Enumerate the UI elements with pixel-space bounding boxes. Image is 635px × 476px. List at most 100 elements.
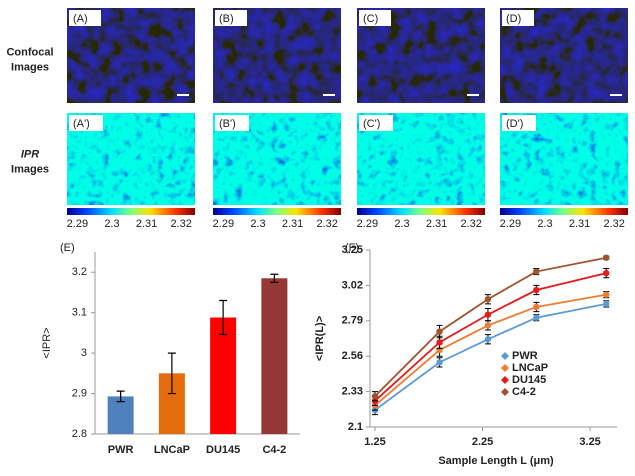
point [533, 314, 540, 321]
point [484, 311, 492, 318]
colorbar-tick-label: 2.31 [282, 218, 303, 230]
panel-label: (B) [219, 13, 234, 25]
y-tick-label: 2.79 [342, 315, 363, 327]
colorbar [357, 208, 485, 215]
panel-label-box [215, 115, 249, 131]
point [533, 286, 540, 294]
colorbar-tick-label: 2.29 [67, 218, 88, 230]
bar [210, 317, 237, 434]
point [533, 303, 540, 311]
colorbar-tick-label: 2.32 [170, 218, 191, 230]
point [603, 291, 610, 298]
colorbar [213, 208, 341, 215]
image-panels: Confocal Images IPR Images (A) (A') 2.29 2.3 2.3… [6, 8, 628, 230]
bar [261, 278, 288, 434]
colorbar-tick-label: 2.29 [500, 218, 521, 230]
panel-label: (C') [363, 118, 380, 130]
legend-marker [501, 352, 509, 360]
panel-label-box [502, 115, 536, 131]
colorbar-tick-label: 2.32 [316, 218, 337, 230]
row-label: Confocal [6, 46, 53, 58]
row-label: Images [11, 163, 49, 175]
panel-label: (F) [345, 242, 359, 254]
point [533, 268, 540, 275]
y-tick-label: 3 [81, 347, 87, 359]
panel-label-box [215, 10, 247, 26]
colorbar-tick-label: 2.31 [136, 218, 157, 230]
point [484, 336, 492, 343]
y-tick-label: 2.1 [348, 421, 363, 433]
x-tick-label: LNCaP [154, 444, 190, 456]
panel-label-box [69, 115, 103, 131]
series-line [374, 272, 607, 402]
x-tick-label: PWR [108, 444, 134, 456]
y-tick-label: 3.02 [342, 279, 363, 291]
colorbar-tick-label: 2.3 [250, 218, 265, 230]
colorbar-tick-label: 2.29 [357, 218, 378, 230]
legend-marker [501, 364, 509, 372]
error-bar [270, 273, 279, 283]
legend-label: PWR [512, 350, 538, 362]
y-axis-label: <IPR(L)> [314, 316, 326, 361]
error-bar [219, 299, 228, 336]
bar [107, 396, 134, 434]
point [436, 328, 443, 335]
legend-label: LNCaP [512, 362, 548, 374]
colorbar [500, 208, 628, 215]
error-bar [167, 352, 176, 395]
panel-label: (C) [363, 13, 378, 25]
point [603, 269, 610, 277]
panel-label-box [359, 10, 391, 26]
panel-label: (A') [73, 118, 90, 130]
colorbar-tick-label: 2.3 [104, 218, 119, 230]
colorbar-tick-label: 2.31 [426, 218, 447, 230]
panel-label-box [502, 10, 534, 26]
x-tick-label: C4-2 [262, 444, 286, 456]
legend-label: C4-2 [512, 386, 536, 398]
row-label: IPR [21, 148, 39, 160]
point [436, 339, 443, 346]
scale-bar [467, 94, 479, 96]
x-tick-label: 2.25 [472, 436, 493, 448]
colorbar-tick-label: 2.31 [569, 218, 590, 230]
y-tick-label: 2.33 [342, 386, 363, 398]
x-tick-label: 1.25 [364, 436, 385, 448]
colorbar-tick-label: 2.32 [603, 218, 624, 230]
colorbar-tick-label: 2.29 [213, 218, 234, 230]
panel-label: (E) [60, 242, 75, 254]
legend-marker [501, 376, 509, 384]
scale-bar [177, 94, 189, 96]
point [436, 359, 443, 366]
point [484, 322, 492, 329]
y-tick-label: 3.25 [342, 244, 363, 256]
y-tick-label: 2.56 [342, 350, 363, 362]
y-tick-label: 2.9 [72, 387, 87, 399]
y-tick-label: 3.1 [72, 307, 87, 319]
x-tick-label: DU145 [206, 444, 240, 456]
panel-label: (B') [219, 118, 236, 130]
scale-bar [323, 94, 335, 96]
series-line [374, 302, 607, 411]
point [484, 296, 492, 303]
y-tick-label: 3.2 [72, 266, 87, 278]
panel-label-box [69, 10, 101, 26]
point [603, 300, 610, 308]
y-tick-label: 2.8 [72, 428, 87, 440]
point [371, 393, 379, 400]
y-axis-label: <IPR> [41, 327, 53, 358]
scale-bar [610, 94, 622, 96]
panel-label-box [359, 115, 393, 131]
point [603, 254, 610, 261]
colorbar-tick-label: 2.32 [460, 218, 481, 230]
colorbar-tick-label: 2.3 [394, 218, 409, 230]
x-tick-label: 3.25 [579, 436, 600, 448]
x-axis-label: Sample Length L (μm) [438, 455, 554, 467]
row-label: Images [11, 61, 49, 73]
panel-label: (D') [506, 118, 523, 130]
panel-label: (A) [73, 13, 88, 25]
error-bar [116, 390, 125, 403]
colorbar [67, 208, 195, 215]
legend-marker [501, 388, 509, 396]
